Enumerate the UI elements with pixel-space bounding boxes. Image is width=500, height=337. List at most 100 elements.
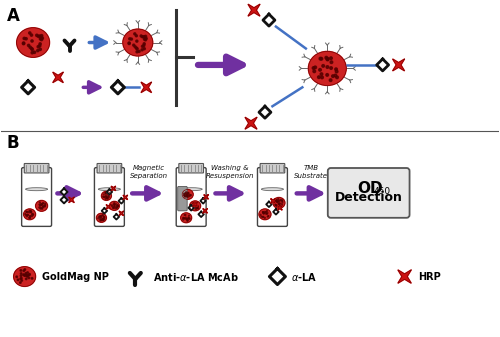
Circle shape	[116, 207, 117, 208]
Circle shape	[185, 193, 186, 194]
Circle shape	[191, 205, 192, 206]
Circle shape	[192, 206, 194, 207]
Circle shape	[130, 38, 132, 40]
Circle shape	[26, 211, 27, 212]
Circle shape	[188, 193, 189, 194]
Circle shape	[143, 43, 146, 45]
Circle shape	[23, 37, 26, 39]
Circle shape	[264, 217, 265, 218]
Circle shape	[188, 215, 190, 216]
Circle shape	[43, 203, 44, 204]
Circle shape	[30, 212, 31, 213]
Text: HRP: HRP	[418, 272, 442, 281]
Polygon shape	[259, 106, 271, 118]
Circle shape	[40, 204, 42, 205]
Circle shape	[40, 204, 42, 205]
Circle shape	[263, 212, 264, 213]
Ellipse shape	[190, 201, 200, 211]
Ellipse shape	[179, 168, 204, 172]
Circle shape	[100, 217, 101, 218]
Circle shape	[187, 195, 188, 196]
Ellipse shape	[98, 168, 122, 172]
Circle shape	[193, 203, 194, 204]
Circle shape	[20, 278, 21, 280]
Polygon shape	[106, 205, 110, 209]
Circle shape	[44, 206, 46, 207]
Ellipse shape	[308, 51, 346, 86]
Circle shape	[195, 203, 196, 204]
Polygon shape	[398, 270, 411, 283]
Circle shape	[40, 208, 41, 209]
Circle shape	[186, 195, 187, 196]
Circle shape	[28, 44, 30, 47]
Text: B: B	[6, 134, 20, 152]
Circle shape	[330, 61, 332, 63]
Circle shape	[330, 79, 332, 82]
Circle shape	[325, 56, 328, 59]
Text: Anti-$\alpha$-LA McAb: Anti-$\alpha$-LA McAb	[153, 271, 238, 282]
Circle shape	[102, 215, 103, 216]
Circle shape	[313, 70, 316, 73]
Circle shape	[27, 275, 28, 276]
Circle shape	[40, 38, 42, 40]
Circle shape	[326, 58, 329, 61]
Circle shape	[28, 32, 31, 34]
Text: 450: 450	[374, 187, 391, 196]
Circle shape	[136, 48, 138, 50]
Circle shape	[20, 275, 21, 276]
Polygon shape	[114, 214, 119, 219]
Polygon shape	[111, 186, 116, 191]
Circle shape	[26, 216, 28, 217]
Circle shape	[26, 278, 27, 280]
Circle shape	[40, 38, 42, 41]
Circle shape	[318, 68, 322, 71]
Circle shape	[108, 193, 109, 194]
Ellipse shape	[102, 191, 112, 201]
Circle shape	[314, 66, 316, 69]
Circle shape	[142, 45, 144, 48]
Polygon shape	[270, 269, 285, 284]
Circle shape	[27, 272, 28, 273]
Ellipse shape	[14, 267, 36, 286]
Circle shape	[38, 35, 41, 37]
Circle shape	[188, 217, 189, 218]
Polygon shape	[141, 82, 152, 93]
Circle shape	[20, 277, 22, 279]
Circle shape	[25, 273, 26, 274]
Circle shape	[30, 211, 32, 212]
Circle shape	[196, 208, 197, 209]
Polygon shape	[392, 59, 404, 71]
Circle shape	[108, 195, 109, 196]
Circle shape	[260, 214, 261, 215]
Circle shape	[30, 216, 31, 217]
Circle shape	[39, 43, 42, 45]
Text: Washing &
Resuspension: Washing & Resuspension	[206, 165, 254, 179]
Circle shape	[278, 203, 279, 204]
Circle shape	[40, 35, 43, 37]
Circle shape	[278, 205, 280, 206]
Circle shape	[105, 192, 106, 193]
Circle shape	[185, 193, 186, 194]
FancyBboxPatch shape	[178, 186, 187, 211]
Circle shape	[195, 205, 196, 206]
Polygon shape	[68, 197, 74, 203]
Circle shape	[263, 216, 264, 217]
Circle shape	[22, 274, 24, 275]
Circle shape	[145, 37, 147, 39]
Circle shape	[277, 205, 278, 206]
Circle shape	[330, 67, 332, 69]
Circle shape	[113, 207, 114, 208]
Circle shape	[140, 35, 142, 37]
Circle shape	[183, 217, 184, 218]
Circle shape	[34, 51, 35, 54]
Circle shape	[32, 278, 33, 279]
Circle shape	[28, 277, 29, 279]
Polygon shape	[376, 59, 388, 71]
Circle shape	[132, 44, 135, 46]
Polygon shape	[200, 198, 206, 204]
Ellipse shape	[260, 168, 284, 172]
Circle shape	[326, 58, 329, 60]
Circle shape	[128, 42, 130, 44]
Circle shape	[102, 196, 104, 197]
Ellipse shape	[110, 202, 120, 210]
